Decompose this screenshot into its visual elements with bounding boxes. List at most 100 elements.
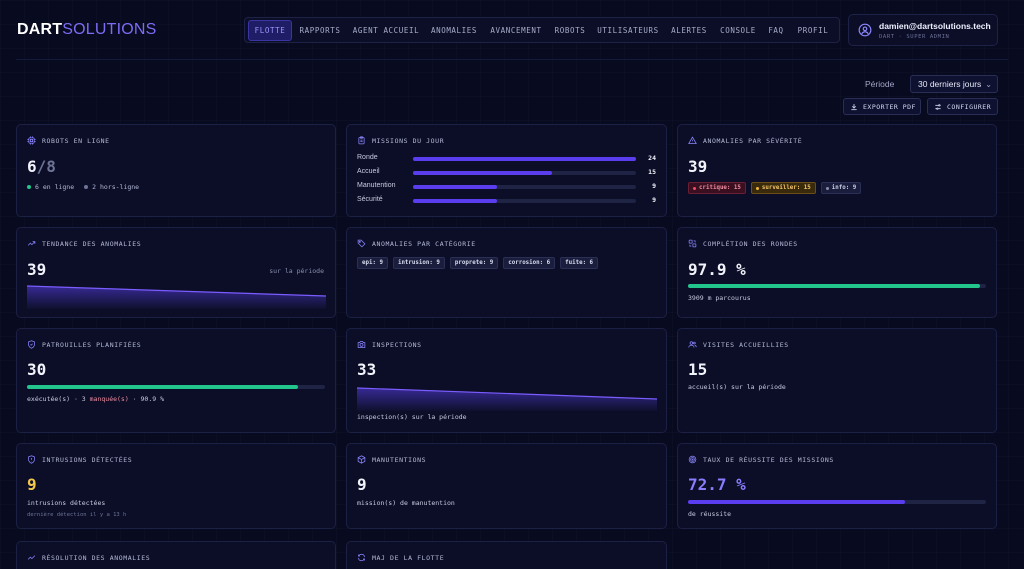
card-anomaly-trend: TENDANCE DES ANOMALIES 39 sur la période [16,227,336,318]
target-icon [688,455,697,464]
card-inspections: INSPECTIONS 33 inspection(s) sur la péri… [346,328,667,433]
users-icon [688,341,697,348]
user-email: damien@dartsolutions.tech [879,20,991,31]
nav-utilisateurs[interactable]: UTILISATEURS [597,25,659,35]
nav-faq[interactable]: FAQ [768,25,784,35]
nav-profil[interactable]: PROFIL [797,25,829,35]
handling-caption: mission(s) de manutention [357,499,455,507]
configure-button[interactable]: CONFIGURER [927,98,998,115]
card-title: TAUX DE RÉUSSITE DES MISSIONS [688,455,834,464]
rounds-value: 97.9 % [688,260,746,279]
nav-avancement[interactable]: AVANCEMENT [490,25,542,35]
visits-value: 15 [688,360,708,379]
export-pdf-button[interactable]: EXPORTER PDF [843,98,921,115]
refresh-icon [358,553,365,562]
nav-console[interactable]: CONSOLE [720,25,756,35]
legend-offline: 2 hors-ligne [84,183,139,191]
severity-chip-surveiller: surveiller: 15 [750,182,816,194]
chip-label: info: 9 [831,185,857,191]
visits-caption: accueil(s) sur la période [688,383,786,391]
cpu-icon [27,136,36,145]
resolution-title: RÉSOLUTION DES ANOMALIES [42,553,151,562]
card-title: MISSIONS DU JOUR [357,136,444,145]
trend-value: 39 [27,260,47,279]
handling-value: 9 [357,475,367,494]
mission-row-label: Sécurité [357,196,383,203]
card-success-rate: TAUX DE RÉUSSITE DES MISSIONS 72.7 % de … [677,443,997,529]
card-intrusions: INTRUSIONS DÉTECTÉES 9 intrusions détect… [16,443,336,529]
user-menu[interactable]: damien@dartsolutions.tech DART · SUPER A… [848,14,998,46]
success-caption: de réussite [688,510,732,518]
mission-row-value: 9 [652,182,656,190]
severity-chips: critique: 15 surveiller: 15 info: 9 [688,182,862,194]
card-fleet-update: MAJ DE LA FLOTTE [346,541,667,569]
nav-agent-accueil[interactable]: AGENT ACCUEIL [352,25,420,35]
card-handling: MANUTENTIONS 9 mission(s) de manutention [346,443,667,529]
card-anomalies-category: ANOMALIES PAR CATÉGORIE epi: 9 intrusion… [346,227,667,318]
intrusions-value: 9 [27,475,37,494]
patrols-progress [27,385,325,389]
patrols-progress-fill [27,385,298,389]
robots-legend: 6 en ligne 2 hors-ligne [27,183,139,191]
category-tag: proprete: 9 [449,257,499,269]
robots-title: ROBOTS EN LIGNE [42,136,110,145]
user-icon [858,23,872,37]
mission-row-label: Accueil [357,168,380,175]
success-value: 72.7 % [688,475,746,494]
visits-title: VISITES ACCUEILLIES [703,340,789,349]
card-title: RÉSOLUTION DES ANOMALIES [27,553,150,562]
header-divider [16,59,1008,60]
inspections-value: 33 [357,360,377,379]
mission-row-label: Ronde [357,154,378,161]
card-planned-patrols: PATROUILLES PLANIFIÉES 30 exécutée(s) · … [16,328,336,433]
export-pdf-label: EXPORTER PDF [863,102,916,111]
category-tags: epi: 9 intrusion: 9 proprete: 9 corrosio… [357,257,599,269]
brand-logo[interactable]: DARTSOLUTIONS [17,21,157,39]
mission-bar [413,185,636,189]
category-tag: epi: 9 [357,257,388,269]
brand-part1: DART [17,21,63,38]
card-title: VISITES ACCUEILLIES [688,340,789,349]
nav-anomalies[interactable]: ANOMALIES [430,25,478,35]
rounds-title: COMPLÉTION DES RONDES [703,239,798,248]
inspections-caption: inspection(s) sur la période [357,413,467,421]
severity-title: ANOMALIES PAR SÉVÉRITÉ [703,136,803,145]
card-anomaly-resolution: RÉSOLUTION DES ANOMALIES [16,541,336,569]
mission-row-value: 15 [648,168,656,176]
card-rounds-completion: COMPLÉTION DES RONDES 97.9 % 3909 m parc… [677,227,997,318]
success-progress [688,500,986,504]
rounds-progress-fill [688,284,980,288]
download-icon [851,103,857,110]
robots-total: /8 [36,157,56,176]
nav-alertes[interactable]: ALERTES [671,25,707,35]
activity-icon [27,555,36,560]
card-title: ROBOTS EN LIGNE [27,136,110,145]
severity-chip-info: info: 9 [820,182,862,194]
nav-rapports[interactable]: RAPPORTS [299,25,341,35]
intrusions-title: INTRUSIONS DÉTECTÉES [42,455,133,464]
intrusions-last: dernière détection il y a 13 h [27,512,127,518]
chip-label: critique: 15 [699,185,741,191]
legend-online-label: 6 en ligne [35,183,75,191]
card-robots-online: ROBOTS EN LIGNE 6/8 6 en ligne 2 hors-li… [16,124,336,217]
mission-row-label: Manutention [357,182,396,189]
patrols-caption: exécutée(s) · 3 manquée(s) · 90.9 % [27,395,164,403]
brand-part2: SOLUTIONS [62,21,157,38]
severity-total: 39 [688,157,708,176]
period-select[interactable]: 30 derniers jours ⌄ [910,75,998,93]
nav-flotte[interactable]: FLOTTE [248,19,292,41]
patrols-missed: manquée(s) [89,395,129,403]
sliders-icon [935,103,941,110]
rounds-progress [688,284,986,288]
robots-online: 6 [27,157,37,176]
card-missions-today: MISSIONS DU JOUR Ronde 24 Accueil 15 Man… [346,124,667,217]
patrols-value: 30 [27,360,47,379]
trending-up-icon [27,241,36,246]
nav-robots[interactable]: ROBOTS [554,25,586,35]
period-value: 30 derniers jours [918,79,982,89]
card-title: INTRUSIONS DÉTECTÉES [27,455,132,464]
mission-bar [413,199,636,203]
severity-chip-critique: critique: 15 [688,182,746,194]
shield-alert-icon [28,455,35,464]
handling-title: MANUTENTIONS [372,455,427,464]
